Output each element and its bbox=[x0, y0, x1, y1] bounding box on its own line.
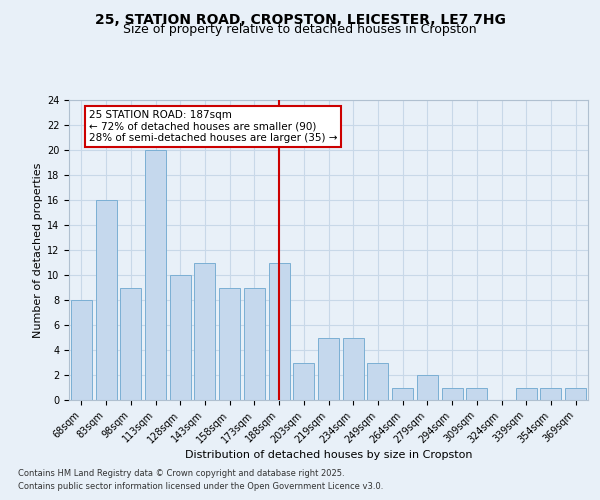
Text: Size of property relative to detached houses in Cropston: Size of property relative to detached ho… bbox=[123, 22, 477, 36]
Text: 25, STATION ROAD, CROPSTON, LEICESTER, LE7 7HG: 25, STATION ROAD, CROPSTON, LEICESTER, L… bbox=[95, 12, 505, 26]
Bar bbox=[466, 388, 487, 400]
Bar bbox=[516, 388, 537, 400]
Text: 25 STATION ROAD: 187sqm
← 72% of detached houses are smaller (90)
28% of semi-de: 25 STATION ROAD: 187sqm ← 72% of detache… bbox=[89, 110, 337, 143]
Bar bbox=[442, 388, 463, 400]
Bar bbox=[367, 362, 388, 400]
Bar bbox=[244, 288, 265, 400]
Bar bbox=[541, 388, 562, 400]
Bar bbox=[170, 275, 191, 400]
Bar bbox=[194, 262, 215, 400]
Bar bbox=[392, 388, 413, 400]
Y-axis label: Number of detached properties: Number of detached properties bbox=[32, 162, 43, 338]
Bar bbox=[343, 338, 364, 400]
Bar bbox=[565, 388, 586, 400]
X-axis label: Distribution of detached houses by size in Cropston: Distribution of detached houses by size … bbox=[185, 450, 472, 460]
Bar bbox=[269, 262, 290, 400]
Bar bbox=[71, 300, 92, 400]
Bar bbox=[293, 362, 314, 400]
Bar bbox=[417, 375, 438, 400]
Bar bbox=[95, 200, 116, 400]
Bar bbox=[318, 338, 339, 400]
Text: Contains HM Land Registry data © Crown copyright and database right 2025.: Contains HM Land Registry data © Crown c… bbox=[18, 468, 344, 477]
Bar bbox=[219, 288, 240, 400]
Bar bbox=[145, 150, 166, 400]
Bar bbox=[120, 288, 141, 400]
Text: Contains public sector information licensed under the Open Government Licence v3: Contains public sector information licen… bbox=[18, 482, 383, 491]
